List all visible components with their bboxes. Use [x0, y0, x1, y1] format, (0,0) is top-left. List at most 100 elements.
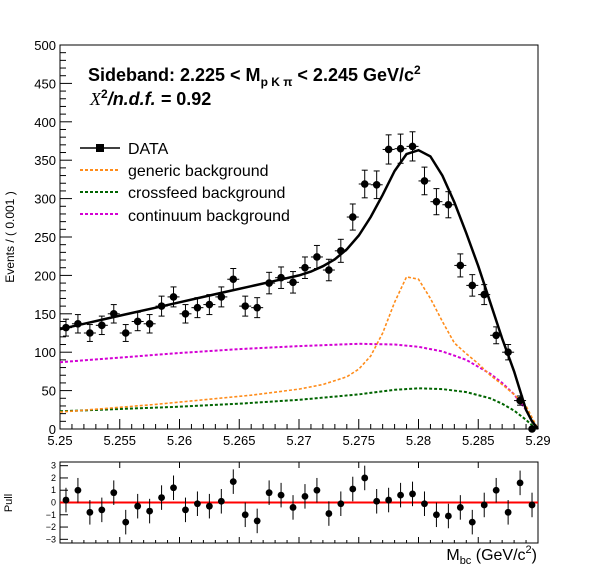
data-point: [83, 324, 96, 342]
data-point-marker: [121, 329, 130, 337]
data-point-marker: [480, 290, 489, 299]
y-tick-label: 500: [34, 38, 56, 53]
data-point-marker: [157, 302, 166, 310]
pull-point: [504, 500, 512, 525]
pull-point-marker: [182, 506, 189, 514]
y-axis-label: Events / ( 0.001 ): [3, 191, 17, 282]
data-point: [466, 274, 479, 297]
pull-point-marker: [397, 491, 404, 499]
pull-point: [134, 493, 142, 519]
pull-point: [74, 477, 82, 503]
pull-point-marker: [349, 485, 357, 493]
pull-point-marker: [409, 490, 416, 498]
pull-point-marker: [301, 492, 309, 500]
generic-background-curve: [59, 275, 539, 430]
data-point: [370, 170, 383, 200]
pull-point-marker: [170, 484, 177, 492]
pull-point: [217, 489, 225, 514]
pull-point-marker: [492, 486, 500, 494]
pull-point: [241, 502, 249, 528]
data-point: [382, 134, 395, 165]
data-point-marker: [205, 300, 214, 309]
pull-point-marker: [325, 510, 333, 517]
data-point-marker: [420, 177, 429, 185]
data-point-marker: [384, 145, 393, 154]
data-point-marker: [528, 425, 536, 433]
y-tick-label: 0: [49, 422, 56, 437]
data-point: [59, 318, 72, 337]
pull-point: [361, 465, 369, 491]
data-point: [155, 295, 168, 317]
pull-point-marker: [433, 511, 440, 519]
data-point-marker: [193, 303, 202, 312]
x-tick-label: 5.29: [525, 433, 550, 448]
pull-y-axis-label: Pull: [3, 494, 15, 512]
data-point-marker: [217, 293, 226, 301]
x-tick-label: 5.28: [406, 433, 431, 448]
chi2-label: X2/n.d.f. = 0.92: [89, 87, 211, 109]
main-data-points: [59, 131, 539, 433]
data-point: [263, 271, 276, 295]
legend-entry-generic: generic background: [80, 163, 269, 180]
pull-point-marker: [456, 504, 464, 511]
pull-point: [456, 495, 464, 520]
pull-point-marker: [229, 478, 237, 486]
data-point-marker: [468, 281, 477, 290]
x-tick-label: 5.265: [223, 433, 256, 448]
legend-label-generic: generic background: [128, 163, 269, 180]
pull-point-marker: [444, 512, 452, 520]
pull-y-tick-label: −1: [46, 510, 56, 520]
pull-point: [516, 470, 524, 496]
pull-point: [265, 480, 273, 505]
data-point: [131, 311, 144, 332]
data-point: [143, 314, 156, 334]
legend-entry-data: DATA: [80, 141, 169, 158]
pull-y-tick-label: 2: [51, 473, 56, 483]
data-point-marker: [492, 331, 500, 340]
crossfeed-background-curve: [59, 387, 539, 430]
x-axis-label: Mbc (GeV/c2): [446, 544, 537, 567]
data-point: [406, 131, 419, 162]
pull-point-marker: [277, 491, 285, 499]
data-point-marker: [396, 144, 405, 153]
pull-point: [325, 501, 333, 526]
pull-point: [289, 495, 297, 520]
data-point: [334, 238, 347, 263]
pull-point-marker: [194, 500, 201, 508]
pull-point-marker: [74, 486, 82, 494]
data-point: [310, 244, 323, 269]
pull-point-marker: [241, 511, 249, 519]
pull-point-marker: [98, 506, 106, 514]
total-fit-curve: [59, 148, 539, 430]
legend-entry-crossfeed: crossfeed background: [80, 185, 285, 202]
data-point: [71, 314, 84, 334]
data-point-marker: [98, 321, 106, 330]
pull-point-marker: [313, 486, 321, 494]
chart-title: Sideband: 2.225 < Mp K π < 2.245 GeV/c2: [88, 63, 421, 89]
pull-y-tick-label: −2: [46, 522, 56, 532]
data-point: [298, 256, 311, 279]
data-point: [203, 294, 216, 316]
pull-point: [349, 476, 357, 502]
pull-y-tick-label: 1: [51, 485, 56, 495]
y-tick-label: 350: [34, 153, 56, 168]
pull-point: [146, 498, 154, 524]
pull-point-marker: [337, 500, 345, 508]
pull-axis-ticks: 3 2 1 0 −1 −2 −3: [46, 461, 68, 544]
pull-point-marker: [468, 518, 476, 526]
pull-point-marker: [217, 497, 225, 505]
data-point-marker: [313, 253, 321, 261]
pull-point-marker: [385, 496, 393, 504]
y-tick-label: 400: [34, 115, 56, 130]
data-point: [95, 315, 108, 336]
pull-point-marker: [122, 518, 130, 526]
data-point: [167, 286, 180, 308]
y-tick-label: 200: [34, 268, 56, 283]
data-point: [490, 326, 503, 345]
data-point: [251, 297, 264, 319]
pull-point-marker: [62, 496, 70, 504]
data-point-marker: [444, 200, 453, 209]
data-point: [287, 271, 300, 294]
pull-y-tick-label: 0: [51, 498, 56, 508]
data-point-marker: [348, 213, 357, 221]
